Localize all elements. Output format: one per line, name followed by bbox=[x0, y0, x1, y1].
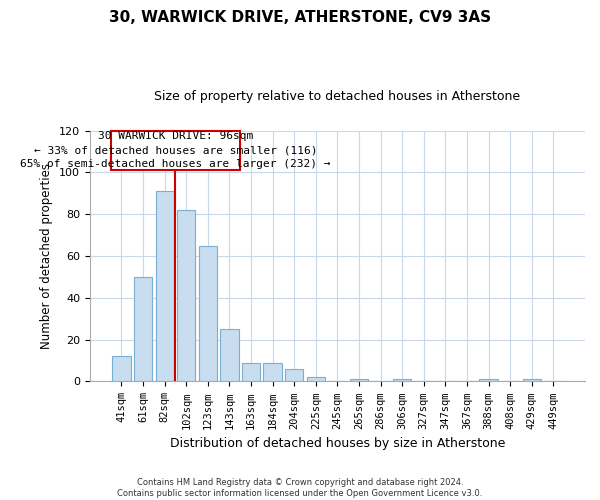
FancyBboxPatch shape bbox=[110, 130, 240, 170]
Bar bbox=[155, 191, 174, 382]
Bar bbox=[177, 210, 196, 382]
X-axis label: Distribution of detached houses by size in Atherstone: Distribution of detached houses by size … bbox=[170, 437, 505, 450]
Bar bbox=[112, 356, 131, 382]
Bar bbox=[523, 380, 541, 382]
Text: Contains HM Land Registry data © Crown copyright and database right 2024.
Contai: Contains HM Land Registry data © Crown c… bbox=[118, 478, 482, 498]
Bar bbox=[134, 277, 152, 382]
Text: 30 WARWICK DRIVE: 96sqm
← 33% of detached houses are smaller (116)
65% of semi-d: 30 WARWICK DRIVE: 96sqm ← 33% of detache… bbox=[20, 132, 331, 170]
Bar bbox=[242, 362, 260, 382]
Bar bbox=[285, 369, 304, 382]
Bar bbox=[479, 380, 498, 382]
Bar bbox=[393, 380, 412, 382]
Y-axis label: Number of detached properties: Number of detached properties bbox=[40, 163, 53, 349]
Bar bbox=[307, 378, 325, 382]
Bar bbox=[199, 246, 217, 382]
Bar bbox=[263, 362, 282, 382]
Title: Size of property relative to detached houses in Atherstone: Size of property relative to detached ho… bbox=[154, 90, 520, 103]
Bar bbox=[220, 329, 239, 382]
Bar bbox=[350, 380, 368, 382]
Text: 30, WARWICK DRIVE, ATHERSTONE, CV9 3AS: 30, WARWICK DRIVE, ATHERSTONE, CV9 3AS bbox=[109, 10, 491, 25]
